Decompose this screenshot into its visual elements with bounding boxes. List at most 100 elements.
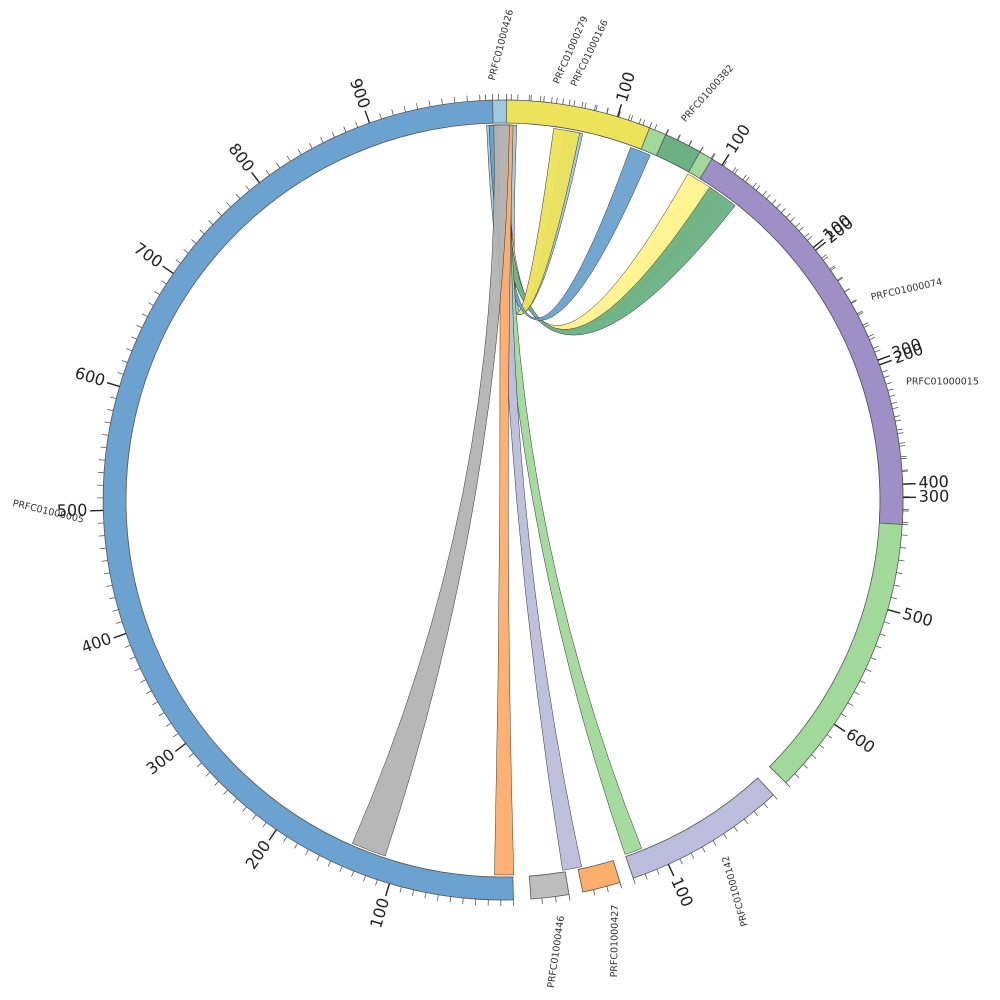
segment-label: PRFC01000382 — [679, 63, 736, 125]
minor-tick — [897, 432, 904, 435]
minor-tick — [551, 96, 553, 103]
minor-tick — [781, 208, 786, 213]
minor-tick — [436, 894, 439, 901]
minor-tick — [117, 372, 124, 375]
minor-tick — [755, 185, 761, 191]
minor-tick — [862, 322, 869, 326]
tick-label: 400 — [918, 472, 949, 492]
minor-tick — [863, 324, 870, 328]
minor-tick — [829, 265, 835, 270]
tick-label: 100 — [667, 874, 697, 910]
minor-tick — [896, 428, 903, 431]
major-tick — [251, 171, 261, 184]
minor-tick — [276, 162, 281, 169]
minor-tick — [723, 833, 728, 839]
minor-tick — [847, 702, 854, 707]
minor-tick — [867, 333, 874, 338]
minor-tick — [205, 771, 211, 777]
minor-tick — [830, 266, 836, 271]
minor-tick — [98, 535, 105, 537]
links-layer — [351, 124, 736, 876]
minor-tick — [140, 679, 146, 683]
tick-label: 100 — [819, 210, 855, 244]
minor-tick — [776, 203, 781, 209]
major-tick — [113, 632, 127, 639]
tick-label: 300 — [143, 745, 179, 779]
minor-tick — [183, 249, 189, 254]
minor-tick — [881, 369, 888, 373]
minor-tick — [649, 122, 653, 128]
minor-tick — [428, 100, 431, 107]
minor-tick — [131, 336, 137, 340]
tick-label: 600 — [843, 724, 879, 757]
minor-tick — [308, 143, 313, 149]
minor-tick — [819, 744, 825, 749]
minor-tick — [892, 407, 899, 410]
segment-s166 — [505, 99, 651, 150]
minor-tick — [568, 99, 571, 106]
segment-label: PRFC01000142 — [720, 855, 750, 928]
minor-tick — [110, 396, 117, 399]
minor-tick — [146, 690, 152, 695]
segment-label: PRFC01000015 — [906, 377, 979, 388]
minor-tick — [900, 457, 907, 460]
minor-tick — [568, 894, 571, 901]
minor-tick — [562, 98, 564, 105]
minor-tick — [331, 131, 335, 138]
minor-tick — [103, 572, 110, 575]
minor-tick — [762, 190, 767, 196]
minor-tick — [701, 846, 706, 853]
tick-label: 800 — [225, 140, 259, 176]
minor-tick — [129, 656, 136, 660]
major-tick — [364, 110, 371, 124]
minor-tick — [424, 892, 427, 899]
segment-s005 — [102, 99, 514, 901]
minor-tick — [893, 584, 900, 587]
major-tick — [106, 382, 120, 388]
minor-tick — [223, 789, 228, 795]
minor-tick — [134, 668, 141, 672]
minor-tick — [772, 794, 778, 800]
tick-label: 700 — [130, 239, 166, 272]
minor-tick — [883, 621, 890, 625]
minor-tick — [305, 849, 309, 855]
minor-tick — [297, 149, 302, 155]
minor-tick — [449, 896, 452, 903]
minor-tick — [99, 547, 106, 550]
minor-tick — [351, 870, 355, 877]
minor-tick — [265, 170, 270, 176]
minor-tick — [851, 300, 857, 304]
minor-tick — [887, 388, 894, 391]
minor-tick — [109, 597, 116, 600]
major-tick — [616, 104, 623, 117]
major-tick — [815, 241, 827, 251]
minor-tick — [654, 124, 658, 130]
minor-tick — [375, 879, 378, 886]
minor-tick — [320, 137, 324, 143]
minor-tick — [763, 803, 769, 809]
minor-tick — [723, 160, 728, 167]
minor-tick — [766, 194, 771, 200]
minor-tick — [894, 415, 901, 418]
minor-tick — [606, 886, 609, 893]
minor-tick — [901, 534, 908, 536]
segment-label: PRFC01000426 — [487, 8, 516, 81]
minor-tick — [262, 822, 267, 828]
minor-tick — [665, 129, 670, 136]
minor-tick — [743, 818, 749, 825]
tick-label: 100 — [612, 69, 639, 104]
minor-tick — [712, 840, 717, 846]
tick-label: 500 — [57, 500, 88, 520]
minor-tick — [411, 889, 415, 896]
minor-tick — [327, 860, 332, 867]
minor-tick — [733, 826, 738, 832]
minor-tick — [441, 98, 443, 105]
minor-tick — [100, 446, 107, 449]
major-tick — [162, 265, 174, 275]
minor-tick — [245, 185, 250, 191]
minor-tick — [742, 174, 747, 181]
minor-tick — [136, 324, 143, 329]
minor-tick — [581, 101, 584, 108]
major-tick — [833, 723, 846, 733]
